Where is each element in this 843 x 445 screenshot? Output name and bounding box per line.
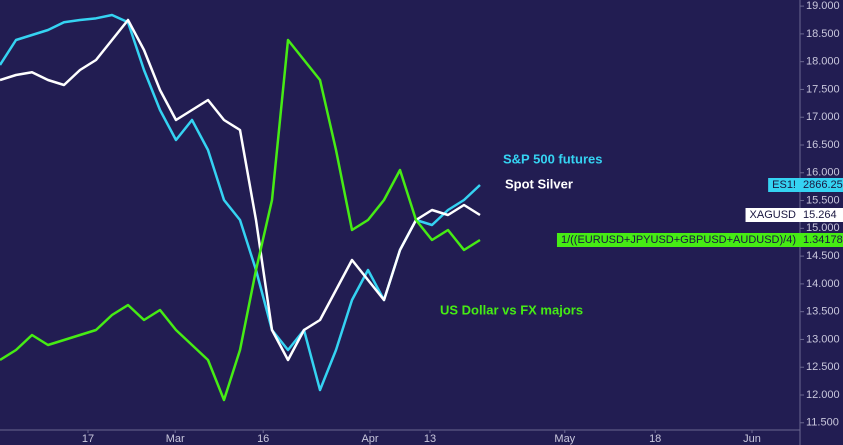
x-tick-label: Apr bbox=[361, 433, 378, 445]
price-tag-name-bg bbox=[768, 178, 800, 192]
y-tick-label: 12.500 bbox=[806, 361, 840, 373]
price-tag-name: ES1! bbox=[772, 179, 796, 191]
y-tick-label: 18.000 bbox=[806, 56, 840, 68]
y-tick-label: 17.000 bbox=[806, 111, 840, 123]
x-tick-label: 16 bbox=[257, 433, 269, 445]
x-tick-label: 13 bbox=[424, 433, 436, 445]
y-tick-label: 16.000 bbox=[806, 167, 840, 179]
price-tag-name: 1/((EURUSD+JPYUSD+GBPUSD+AUDUSD)/4) bbox=[561, 234, 796, 246]
annotation: S&P 500 futures bbox=[503, 151, 602, 166]
x-tick-label: 17 bbox=[82, 433, 94, 445]
y-tick-label: 13.000 bbox=[806, 333, 840, 345]
y-tick-label: 11.500 bbox=[806, 417, 839, 429]
price-tag-value-bg bbox=[800, 233, 843, 247]
y-tick-label: 13.500 bbox=[806, 306, 840, 318]
x-tick-label: Mar bbox=[166, 433, 185, 445]
x-tick-label: May bbox=[554, 433, 575, 445]
price-tag-value: 15.264 bbox=[803, 209, 837, 221]
y-tick-label: 15.500 bbox=[806, 194, 840, 206]
y-tick-label: 15.000 bbox=[806, 222, 840, 234]
y-tick-label: 16.500 bbox=[806, 139, 840, 151]
price-tag-value-bg bbox=[800, 178, 843, 192]
y-tick-label: 18.500 bbox=[806, 28, 840, 40]
y-tick-label: 14.500 bbox=[806, 250, 840, 262]
annotation: Spot Silver bbox=[505, 176, 573, 191]
price-tag-name-bg bbox=[556, 233, 800, 247]
y-tick-label: 17.500 bbox=[806, 83, 840, 95]
price-tag-value-bg bbox=[800, 208, 843, 222]
price-tag-name-bg bbox=[745, 208, 800, 222]
series-line bbox=[0, 18, 481, 362]
y-tick-label: 12.000 bbox=[806, 389, 840, 401]
series-line bbox=[0, 38, 481, 402]
y-tick-label: 19.000 bbox=[806, 0, 840, 12]
x-tick-label: Jun bbox=[743, 433, 761, 445]
price-tag-value: 2866.25 bbox=[803, 179, 843, 191]
price-tag-name: XAGUSD bbox=[750, 209, 797, 221]
annotation: US Dollar vs FX majors bbox=[440, 302, 583, 317]
y-tick-label: 14.000 bbox=[806, 278, 840, 290]
x-tick-label: 18 bbox=[649, 433, 661, 445]
price-tag-value: 1.34178 bbox=[803, 234, 843, 246]
